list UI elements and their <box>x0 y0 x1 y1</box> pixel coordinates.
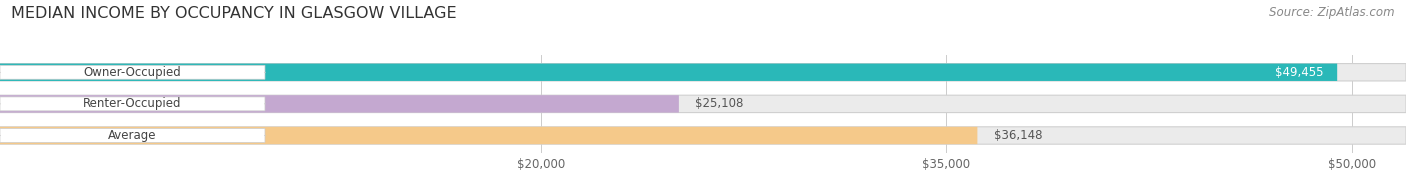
FancyBboxPatch shape <box>0 64 1337 81</box>
FancyBboxPatch shape <box>0 65 264 79</box>
FancyBboxPatch shape <box>0 127 1406 144</box>
Text: Source: ZipAtlas.com: Source: ZipAtlas.com <box>1270 6 1395 19</box>
Text: Average: Average <box>108 129 156 142</box>
Text: $36,148: $36,148 <box>994 129 1042 142</box>
Text: Renter-Occupied: Renter-Occupied <box>83 97 181 110</box>
Text: $25,108: $25,108 <box>695 97 744 110</box>
FancyBboxPatch shape <box>0 129 264 142</box>
FancyBboxPatch shape <box>0 127 977 144</box>
FancyBboxPatch shape <box>0 97 264 111</box>
Text: $49,455: $49,455 <box>1275 66 1323 79</box>
Text: Owner-Occupied: Owner-Occupied <box>83 66 181 79</box>
Text: MEDIAN INCOME BY OCCUPANCY IN GLASGOW VILLAGE: MEDIAN INCOME BY OCCUPANCY IN GLASGOW VI… <box>11 6 457 21</box>
FancyBboxPatch shape <box>0 95 1406 113</box>
FancyBboxPatch shape <box>0 64 1406 81</box>
FancyBboxPatch shape <box>0 95 679 113</box>
